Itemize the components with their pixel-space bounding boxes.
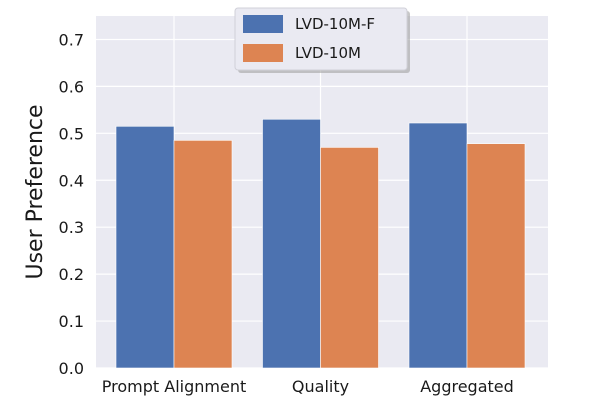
x-tick-label: Prompt Alignment <box>102 377 246 396</box>
x-tick-label: Aggregated <box>420 377 514 396</box>
x-tick-labels: Prompt Alignment Quality Aggregated <box>102 377 514 396</box>
y-tick-label: 0.5 <box>59 124 84 143</box>
legend-label-lvd-10m: LVD-10M <box>295 44 361 62</box>
y-tick-label: 0.1 <box>59 312 84 331</box>
bars <box>115 118 526 369</box>
x-tick-label: Quality <box>292 377 349 396</box>
bar-lvd-10m-quality <box>320 147 379 369</box>
legend-swatch-lvd-10m-f <box>243 15 283 33</box>
y-tick-label: 0.6 <box>59 77 84 96</box>
y-tick-label: 0.4 <box>59 171 84 190</box>
y-tick-label: 0.0 <box>59 359 84 378</box>
y-tick-label: 0.3 <box>59 218 84 237</box>
bar-lvd-10m-prompt-alignment <box>173 140 233 369</box>
bar-lvd-10m-f-prompt-alignment <box>115 125 175 369</box>
y-tick-label: 0.2 <box>59 265 84 284</box>
bar-lvd-10m-aggregated <box>466 143 526 369</box>
legend-label-lvd-10m-f: LVD-10M-F <box>295 15 375 33</box>
y-tick-label: 0.7 <box>59 30 84 49</box>
y-tick-labels: 0.0 0.1 0.2 0.3 0.4 0.5 0.6 0.7 <box>59 30 84 378</box>
bar-lvd-10m-f-aggregated <box>408 122 468 369</box>
y-axis-label: User Preference <box>23 104 48 279</box>
legend-swatch-lvd-10m <box>243 44 283 62</box>
bar-lvd-10m-f-quality <box>262 118 321 369</box>
legend: LVD-10M-F LVD-10M <box>234 7 410 73</box>
